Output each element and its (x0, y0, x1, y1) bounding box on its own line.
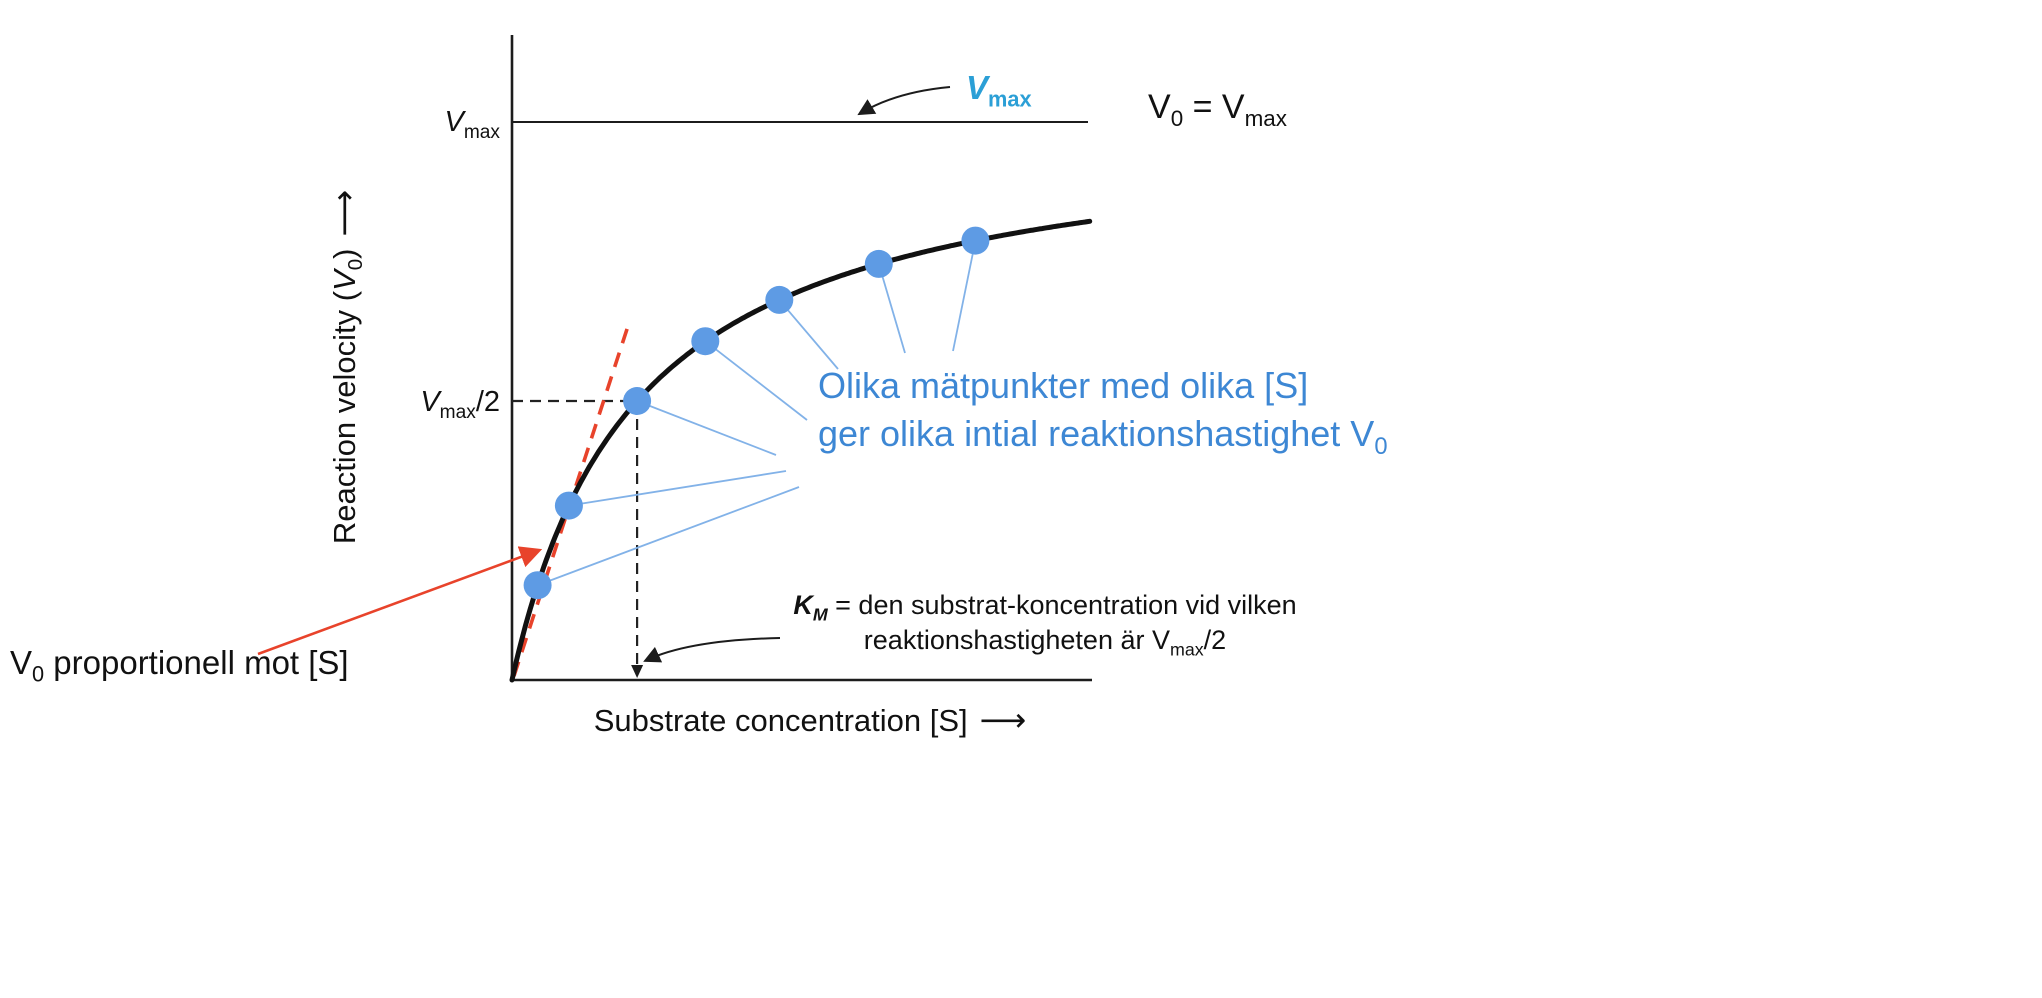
km-note-line1: KM = den substrat-koncentration vid vilk… (715, 588, 1375, 623)
measurement-note-line2-sub: 0 (1374, 433, 1388, 461)
equation-p1: V (1148, 88, 1171, 126)
proportionality-note-sub: 0 (32, 661, 45, 687)
vmax-asymptote-sub: max (988, 86, 1032, 112)
x-axis-label-text: Substrate concentration [S] (593, 703, 968, 738)
x-axis-arrow-icon: ⟶ (979, 702, 1027, 738)
proportionality-note: V0 proportionell mot [S] (10, 644, 349, 685)
y-axis-label-close: ) (327, 248, 362, 259)
km-note-var: K (793, 590, 813, 620)
proportionality-note-var: V (10, 644, 33, 681)
km-note-var-sub: M (812, 604, 828, 625)
km-note-line2-pre: reaktionshastigheten är V (863, 625, 1170, 656)
vmax-asymptote-label: Vmax (966, 69, 1032, 110)
y-tick-vmax-half: Vmax/2 (398, 386, 500, 422)
x-axis-label: Substrate concentration [S] ⟶ (500, 701, 1120, 739)
y-tick-vmax: Vmax (428, 106, 500, 142)
proportionality-note-rest: proportionell mot [S] (44, 644, 349, 681)
y-axis-label: Reaction velocity (V0) ⟶ (325, 117, 368, 617)
equation-label: V0 = Vmax (1148, 88, 1287, 130)
km-note-line2-sub: max (1170, 639, 1204, 660)
measurement-note: Olika mätpunkter med olika [S] ger olika… (818, 362, 1388, 461)
vmax-half-tick-sub: max (439, 401, 476, 423)
measurement-note-line2-text: ger olika intial reaktionshastighet V (818, 413, 1375, 455)
equation-s1: 0 (1170, 105, 1184, 131)
vmax-half-tick-var: V (420, 386, 440, 418)
vmax-asymptote-var: V (966, 69, 989, 106)
y-axis-label-var: V (327, 270, 362, 291)
km-note-line1-rest: = den substrat-koncentration vid vilken (827, 590, 1297, 620)
measurement-note-line2: ger olika intial reaktionshastighet V0 (818, 410, 1388, 461)
measurement-note-line1: Olika mätpunkter med olika [S] (818, 365, 1309, 406)
vmax-tick-var: V (444, 106, 464, 138)
equation-p2: = V (1183, 88, 1245, 126)
y-axis-label-text: Reaction velocity ( (327, 290, 362, 545)
y-axis-arrow-icon: ⟶ (326, 189, 362, 237)
km-note-line2: reaktionshastigheten är Vmax/2 (715, 623, 1375, 658)
vmax-half-tick-suffix: /2 (475, 386, 500, 418)
km-note-line2-post: /2 (1203, 625, 1227, 656)
y-axis-label-sub: 0 (344, 258, 368, 271)
equation-s2: max (1244, 105, 1287, 131)
vmax-tick-sub: max (463, 121, 500, 143)
km-note: KM = den substrat-koncentration vid vilk… (715, 588, 1375, 658)
